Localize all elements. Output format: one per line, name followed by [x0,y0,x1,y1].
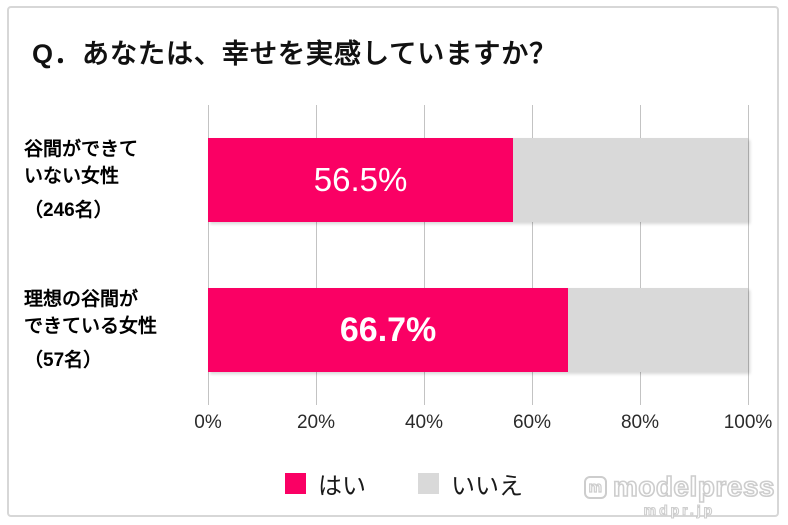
category-count: （57名） [24,350,103,371]
x-axis-tick-label: 100% [723,412,773,433]
legend-swatch [418,473,439,494]
gridline-20 [315,105,317,405]
legend-item: いいえ [418,466,523,501]
chart-frame-border [7,6,779,517]
chart-title: Q．あなたは、幸せを実感していますか？ [32,39,558,69]
watermark-brand-row: m modelpress [583,471,775,502]
watermark-brand-text: modelpress [612,471,775,502]
legend: はい いいえ [20,466,788,501]
category-label-line: 理想の谷間が [24,289,139,310]
gridline-60 [531,105,533,405]
category-label: 谷間ができて いない女性 （246名） [24,136,206,224]
bar-row: 66.7% [208,288,748,372]
category-label: 理想の谷間が できている女性 （57名） [24,286,206,374]
legend-swatch [285,473,306,494]
category-label-line: 谷間ができて [24,139,139,160]
x-axis-tick-label: 80% [620,412,660,433]
category-label-line: できている女性 [24,316,158,337]
category-label-line: いない女性 [24,166,120,187]
bar-value-label: 56.5% [313,161,408,198]
gridline-0 [207,105,209,405]
legend-item: はい [285,466,366,501]
plot-area: 56.5% 66.7% [207,105,749,405]
gridline-100 [747,105,749,405]
legend-label: いいえ [451,473,523,500]
x-axis-tick-label: 60% [512,412,552,433]
bar-segment-yes: 56.5% [208,138,514,222]
legend-label: はい [318,473,366,500]
x-axis: 0% 20% 40% 60% 80% 100% [194,412,772,438]
gridline-40 [423,105,425,405]
bar-segment-yes: 66.7% [208,288,569,372]
modelpress-logo-icon: m [583,475,607,499]
x-axis-tick-label: 0% [194,412,222,433]
x-axis-tick-label: 20% [296,412,336,433]
bar-row: 56.5% [208,138,748,222]
watermark-domain-text: mdpr.jp [643,501,716,518]
x-axis-tick-label: 40% [404,412,444,433]
bar-value-label: 66.7% [339,310,437,349]
watermark: m modelpress mdpr.jp [583,471,775,519]
category-count: （246名） [24,200,113,221]
gridline-80 [639,105,641,405]
